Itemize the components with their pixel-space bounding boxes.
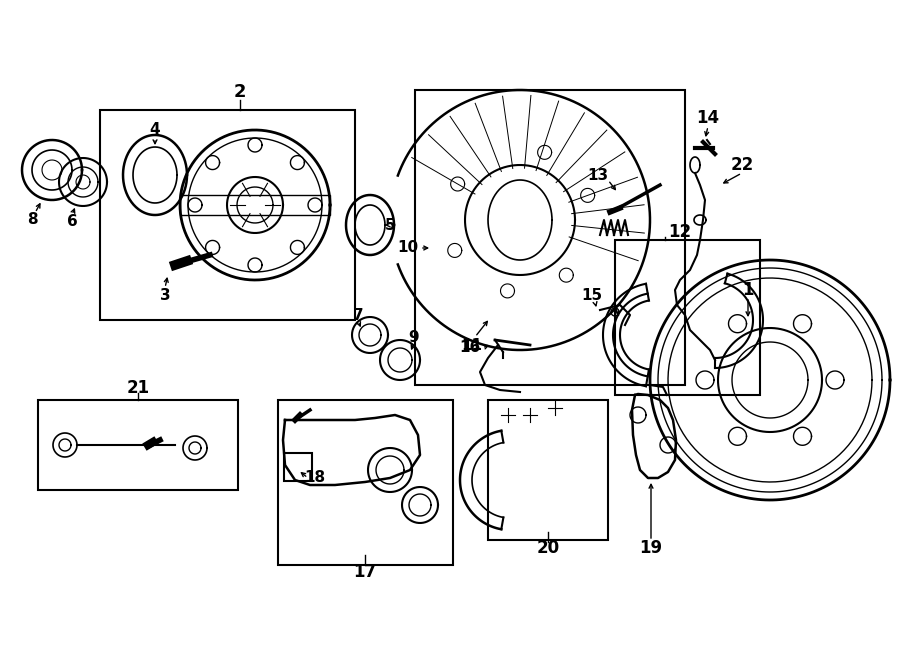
Text: 7: 7 [353,307,364,323]
Bar [415,90,685,385]
Bar [284,453,312,481]
Text: 10: 10 [398,241,418,256]
Bar [278,400,453,565]
Text: 14: 14 [697,109,720,127]
Text: 1: 1 [742,281,754,299]
Text: 3: 3 [159,288,170,303]
Text: 2: 2 [234,83,247,101]
Bar [100,110,355,320]
Text: 6: 6 [67,215,77,229]
Bar [180,195,330,215]
Bar [38,400,238,490]
Text: 21: 21 [126,379,149,397]
Text: 9: 9 [409,329,419,344]
Bar [488,400,608,540]
Text: 15: 15 [581,288,603,303]
Text: 16: 16 [459,340,481,356]
Text: 18: 18 [304,471,326,485]
Text: 13: 13 [588,167,608,182]
Text: 11: 11 [462,338,482,352]
Text: 17: 17 [354,563,376,581]
Text: 5: 5 [384,217,395,233]
Text: 22: 22 [731,156,753,174]
Text: 20: 20 [536,539,560,557]
Text: 4: 4 [149,122,160,137]
Bar [615,240,760,395]
Text: 12: 12 [669,223,691,241]
Text: 19: 19 [639,539,662,557]
Text: 8: 8 [27,212,37,227]
